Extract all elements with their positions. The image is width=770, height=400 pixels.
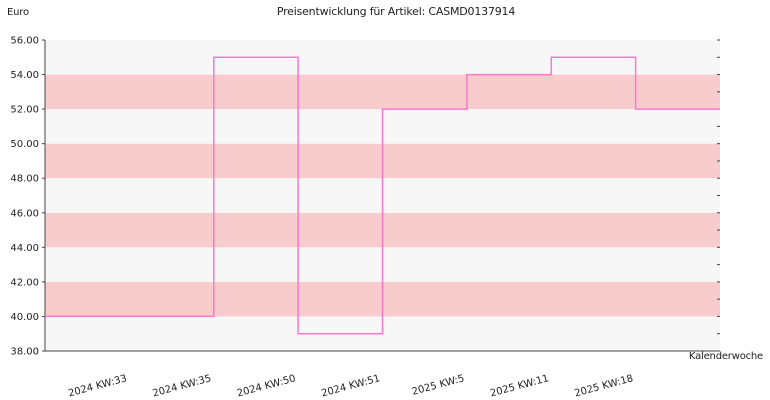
y-tick-label: 48.00 [10,174,39,185]
y-axis-label: Euro [7,7,29,18]
x-axis-label: Kalenderwoche [689,351,763,362]
series-group [45,56,720,335]
x-tick-label: 2025 KW:18 [573,373,634,399]
price-step-line [45,56,720,335]
x-tick-label: 2025 KW:11 [489,373,550,399]
y-tick-label: 50.00 [10,139,39,150]
y-tick-label: 38.00 [10,347,39,358]
chart-title: Preisentwicklung für Artikel: CASMD01379… [277,5,516,18]
x-tick-labels: 2024 KW:33 2024 KW:35 2024 KW:50 2024 KW:51… [67,373,634,399]
y-tick-label: 44.00 [10,243,39,254]
y-tick-label: 54.00 [10,70,39,81]
y-tick-labels: 38.00 40.00 42.00 44.00 46.00 48.00 50.00 52.00… [10,36,720,358]
x-tick-label: 2024 KW:51 [320,373,381,399]
plot-band [45,74,720,110]
y-tick-label: 40.00 [10,312,39,323]
y-tick-label: 52.00 [10,105,39,116]
x-tick-label: 2024 KW:50 [236,373,297,399]
x-tick-label: 2025 KW:5 [411,373,466,398]
axes [44,40,720,352]
y-tick-label: 42.00 [10,277,39,288]
y-tick-label: 56.00 [10,36,39,47]
x-tick-label: 2024 KW:33 [67,373,128,399]
y-tick-label: 46.00 [10,208,39,219]
x-tick-label: 2024 KW:35 [151,373,212,399]
